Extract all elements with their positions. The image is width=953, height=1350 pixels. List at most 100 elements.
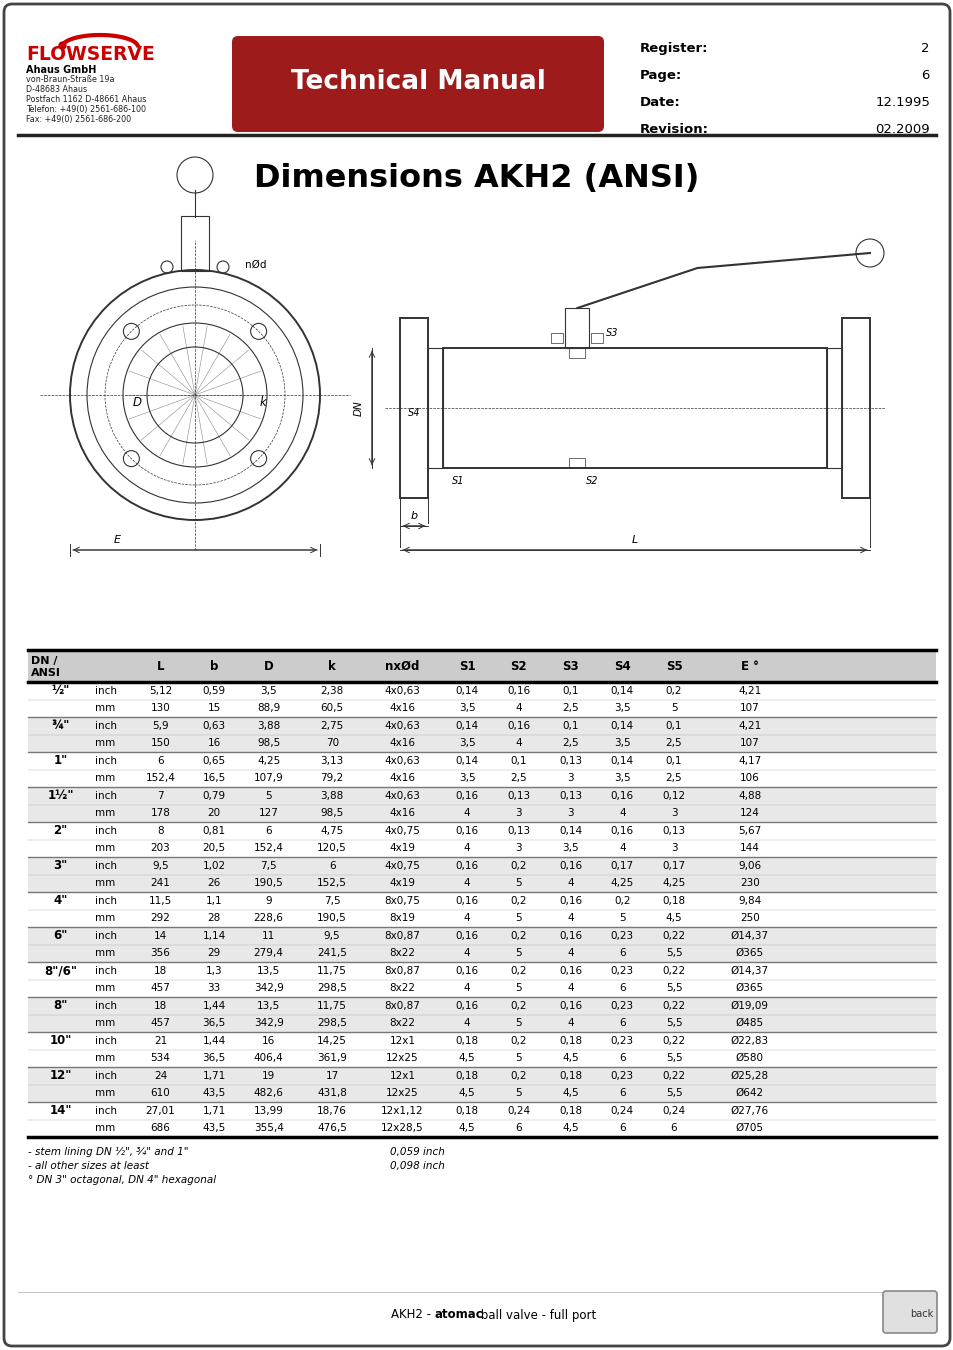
Text: 203: 203 <box>151 844 171 853</box>
Text: 26: 26 <box>208 879 220 888</box>
Text: 6: 6 <box>618 1088 625 1099</box>
Text: Page:: Page: <box>639 69 681 82</box>
Text: 0,16: 0,16 <box>455 861 478 871</box>
Text: 292: 292 <box>151 913 171 923</box>
Text: 8x0,75: 8x0,75 <box>384 896 420 906</box>
Text: 4,25: 4,25 <box>610 879 633 888</box>
Text: 4,5: 4,5 <box>561 1088 578 1099</box>
Text: 10": 10" <box>50 1034 71 1048</box>
Text: 12x28,5: 12x28,5 <box>381 1123 423 1133</box>
Text: inch: inch <box>95 756 117 765</box>
Text: 0,17: 0,17 <box>610 861 633 871</box>
Text: 3,5: 3,5 <box>614 703 630 713</box>
FancyBboxPatch shape <box>4 4 949 1346</box>
Text: 3: 3 <box>670 844 677 853</box>
Text: 6: 6 <box>618 1018 625 1029</box>
Text: 7: 7 <box>157 791 164 801</box>
Text: b: b <box>410 512 417 521</box>
Text: 4x0,75: 4x0,75 <box>384 861 420 871</box>
Text: L: L <box>631 535 638 545</box>
FancyBboxPatch shape <box>882 1291 936 1332</box>
Text: 0,16: 0,16 <box>558 896 581 906</box>
Text: inch: inch <box>95 1000 117 1011</box>
Text: 150: 150 <box>151 738 171 748</box>
Bar <box>28 734 935 752</box>
Text: 130: 130 <box>151 703 171 713</box>
Text: inch: inch <box>95 930 117 941</box>
Text: 4: 4 <box>567 983 574 994</box>
Text: S1: S1 <box>458 660 475 672</box>
Text: 2,5: 2,5 <box>665 738 681 748</box>
Text: 0,18: 0,18 <box>558 1106 581 1115</box>
Text: 98,5: 98,5 <box>256 738 280 748</box>
Text: 4: 4 <box>463 809 470 818</box>
Text: 0,2: 0,2 <box>665 686 681 695</box>
Text: 3: 3 <box>515 809 521 818</box>
Text: 0,13: 0,13 <box>507 826 530 836</box>
Text: 2,5: 2,5 <box>561 738 578 748</box>
Text: 0,23: 0,23 <box>610 1071 633 1081</box>
Text: 4,21: 4,21 <box>738 686 760 695</box>
Text: 2,5: 2,5 <box>561 703 578 713</box>
Text: 124: 124 <box>740 809 759 818</box>
Text: 4: 4 <box>463 983 470 994</box>
Text: 15: 15 <box>208 703 220 713</box>
Text: 0,22: 0,22 <box>661 965 685 976</box>
Text: S3: S3 <box>605 328 618 338</box>
Text: 610: 610 <box>151 1088 171 1099</box>
Text: inch: inch <box>95 1035 117 1046</box>
Text: 9,84: 9,84 <box>738 896 760 906</box>
Text: 476,5: 476,5 <box>317 1123 347 1133</box>
Text: 8: 8 <box>157 826 164 836</box>
Text: 4: 4 <box>618 809 625 818</box>
Text: inch: inch <box>95 826 117 836</box>
Text: Ø365: Ø365 <box>735 948 763 958</box>
Text: 12x1,12: 12x1,12 <box>381 1106 423 1115</box>
Text: 0,13: 0,13 <box>661 826 685 836</box>
Text: 457: 457 <box>151 1018 171 1029</box>
Text: Ø580: Ø580 <box>735 1053 763 1064</box>
Text: Register:: Register: <box>639 42 708 55</box>
Text: 0,16: 0,16 <box>455 791 478 801</box>
Text: 2": 2" <box>53 825 68 837</box>
Text: Ahaus GmbH: Ahaus GmbH <box>26 65 96 76</box>
Text: 342,9: 342,9 <box>253 1018 283 1029</box>
Text: 12x1: 12x1 <box>389 1071 416 1081</box>
Text: 4x0,75: 4x0,75 <box>384 826 420 836</box>
Text: 6: 6 <box>618 983 625 994</box>
Text: 4: 4 <box>567 1018 574 1029</box>
Text: 0,1: 0,1 <box>665 721 681 730</box>
Text: Postfach 1162 D-48661 Ahaus: Postfach 1162 D-48661 Ahaus <box>26 95 146 104</box>
Text: ½": ½" <box>51 684 70 697</box>
Text: 298,5: 298,5 <box>317 1018 347 1029</box>
Text: 1,14: 1,14 <box>202 930 226 941</box>
Text: 241: 241 <box>151 879 171 888</box>
Text: 4: 4 <box>463 844 470 853</box>
Text: 4: 4 <box>463 948 470 958</box>
Text: 4,5: 4,5 <box>458 1123 475 1133</box>
Text: 127: 127 <box>258 809 278 818</box>
Text: 6: 6 <box>618 1123 625 1133</box>
Text: mm: mm <box>95 703 115 713</box>
Text: 4x0,63: 4x0,63 <box>384 686 420 695</box>
Text: 5,5: 5,5 <box>665 948 681 958</box>
Text: 241,5: 241,5 <box>317 948 347 958</box>
Text: S5: S5 <box>665 660 681 672</box>
Text: 0,24: 0,24 <box>507 1106 530 1115</box>
Text: FLOWSERVE: FLOWSERVE <box>26 45 154 63</box>
Text: 0,16: 0,16 <box>507 721 530 730</box>
Bar <box>28 649 935 682</box>
Text: 16: 16 <box>262 1035 275 1046</box>
Text: 431,8: 431,8 <box>317 1088 347 1099</box>
Text: AKH2 -: AKH2 - <box>391 1308 435 1322</box>
Text: S1: S1 <box>452 477 464 486</box>
Text: mm: mm <box>95 879 115 888</box>
Bar <box>181 216 209 271</box>
Text: 0,16: 0,16 <box>455 826 478 836</box>
Text: 7,5: 7,5 <box>260 861 276 871</box>
Text: 0,2: 0,2 <box>510 861 526 871</box>
Text: Ø22,83: Ø22,83 <box>730 1035 768 1046</box>
Text: 33: 33 <box>208 983 220 994</box>
Text: 4,5: 4,5 <box>561 1123 578 1133</box>
Text: 0,2: 0,2 <box>510 1000 526 1011</box>
